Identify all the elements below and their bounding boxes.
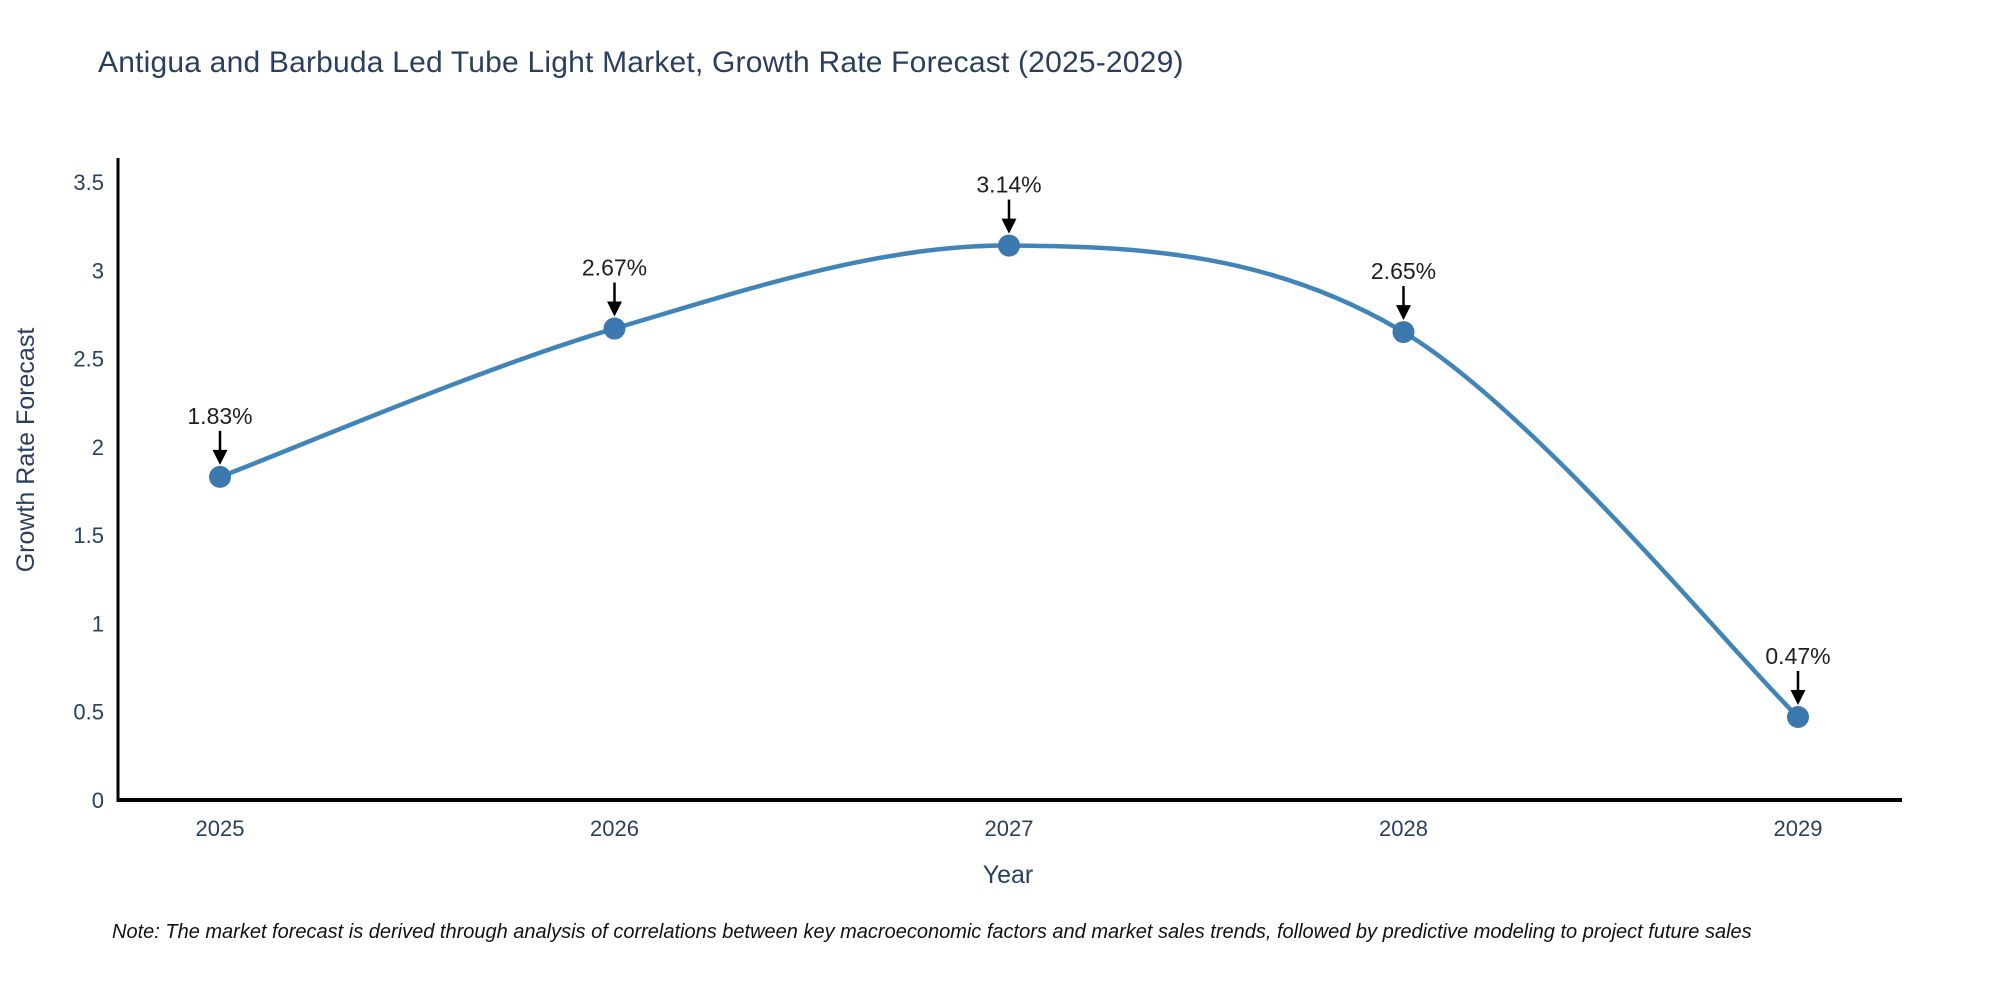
point-value-label: 0.47% — [1765, 643, 1830, 669]
x-tick-label: 2028 — [1379, 816, 1428, 841]
x-axis-title: Year — [983, 861, 1034, 889]
y-axis-title: Growth Rate Forecast — [12, 328, 40, 573]
y-tick-label: 2 — [92, 435, 104, 460]
y-tick-label: 3.5 — [73, 170, 104, 195]
x-tick-label: 2029 — [1774, 816, 1823, 841]
y-tick-label: 0 — [92, 788, 104, 813]
y-tick-label: 2.5 — [73, 347, 104, 372]
x-tick-label: 2026 — [590, 816, 639, 841]
y-tick-label: 3 — [92, 258, 104, 283]
y-tick-label: 0.5 — [73, 700, 104, 725]
y-tick-label: 1 — [92, 611, 104, 636]
point-value-label: 1.83% — [187, 403, 252, 429]
x-tick-label: 2027 — [985, 816, 1034, 841]
point-value-label: 2.67% — [582, 255, 647, 281]
annotation-arrowhead-icon — [212, 449, 228, 465]
x-tick-label: 2025 — [196, 816, 245, 841]
annotation-arrowhead-icon — [1001, 218, 1017, 234]
data-point[interactable] — [1392, 321, 1415, 344]
annotation-arrowhead-icon — [1396, 305, 1411, 321]
y-tick-label: 1.5 — [73, 523, 104, 548]
point-value-label: 3.14% — [976, 172, 1041, 198]
chart-title: Antigua and Barbuda Led Tube Light Marke… — [98, 46, 1184, 79]
annotation-arrowhead-icon — [1790, 690, 1806, 706]
data-point[interactable] — [209, 465, 231, 488]
data-point[interactable] — [1787, 706, 1809, 729]
annotation-arrowhead-icon — [607, 301, 622, 317]
trend-line — [217, 243, 1801, 720]
point-value-label: 2.65% — [1371, 258, 1436, 284]
data-point[interactable] — [998, 234, 1020, 257]
footnote: Note: The market forecast is derived thr… — [112, 921, 1752, 943]
data-point[interactable] — [603, 317, 626, 340]
